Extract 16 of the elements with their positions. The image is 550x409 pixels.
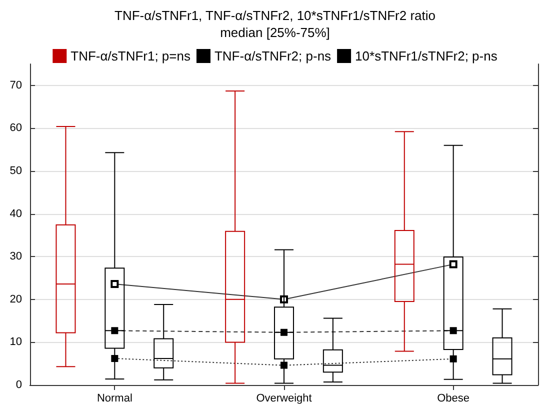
y-tick-label: 30: [10, 250, 22, 263]
y-tick-label: 10: [10, 336, 22, 348]
y-tick-label: 50: [10, 165, 22, 177]
x-tick-label: Overweight: [256, 392, 312, 404]
chart-title: TNF-α/sTNFr1, TNF-α/sTNFr2, 10*sTNFr1/sTNFr2 ratio: [114, 8, 436, 23]
legend-label: TNF-α/sTNFr1; p=ns: [70, 48, 191, 64]
legend-label: 10*sTNFr1/sTNFr2; p-ns: [355, 48, 498, 64]
y-tick-label: 60: [10, 122, 22, 134]
y-tick-label: 20: [10, 293, 22, 306]
x-tick-label: Obese: [437, 392, 470, 404]
legend-label: TNF-α/sTNFr2; p-ns: [214, 48, 332, 64]
x-tick-label: Normal: [96, 392, 132, 404]
y-tick-label: 0: [16, 379, 22, 391]
chart-subtitle: median [25%-75%]: [220, 25, 330, 40]
y-tick-label: 40: [10, 208, 22, 220]
y-tick-label: 70: [10, 79, 22, 92]
